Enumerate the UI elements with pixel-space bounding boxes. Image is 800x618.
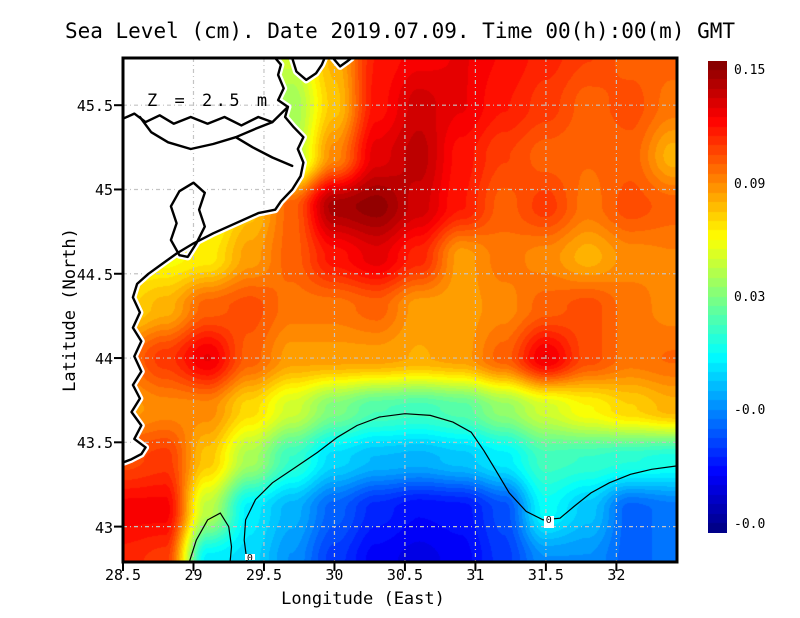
- colorbar-tick-label: 0.03: [734, 290, 766, 305]
- zero-contour-line: [188, 512, 233, 563]
- colorbar-tick-label: 0.15: [734, 63, 766, 79]
- coastline: [331, 56, 353, 68]
- x-tick-label: 31.5: [527, 566, 564, 584]
- depth-annotation: Z = 2.5 m: [147, 91, 271, 111]
- zero-contour-line: [243, 413, 678, 563]
- coastline: [234, 136, 294, 168]
- x-tick-label: 28.5: [104, 566, 142, 584]
- y-tick-label: 44: [94, 350, 113, 369]
- colorbar-tick-label: 0.09: [734, 176, 766, 192]
- contour-zero-label: 0: [244, 554, 255, 560]
- x-tick-label: 29: [184, 566, 203, 584]
- x-tick-label: 32: [607, 566, 626, 584]
- x-tick-label: 30.5: [386, 566, 423, 584]
- x-axis-title: Longitude (East): [281, 589, 445, 609]
- colorbar-tick-label: -0.0: [734, 516, 766, 532]
- colorbar-canvas: [708, 61, 727, 533]
- coastline: [121, 56, 305, 464]
- y-tick-label: 44.5: [76, 265, 113, 284]
- y-tick-label: 45.5: [76, 97, 113, 116]
- plot-frame: [121, 56, 679, 564]
- coastline: [169, 181, 206, 259]
- chart-title: Sea Level (cm). Date 2019.07.09. Time 00…: [64, 19, 736, 43]
- x-tick-label: 30: [325, 566, 344, 584]
- land-fill: [123, 58, 304, 463]
- coastline: [138, 115, 274, 151]
- y-tick-label: 45: [94, 181, 113, 200]
- colorbar-tick-label: -0.0: [734, 403, 766, 419]
- contour-zero-label: 0: [543, 515, 554, 528]
- coastline: [291, 56, 326, 82]
- x-tick-label: 29.5: [245, 566, 283, 584]
- x-tick-label: 31: [466, 566, 485, 584]
- y-tick-label: 43: [94, 518, 113, 537]
- y-tick-label: 43.5: [76, 434, 113, 453]
